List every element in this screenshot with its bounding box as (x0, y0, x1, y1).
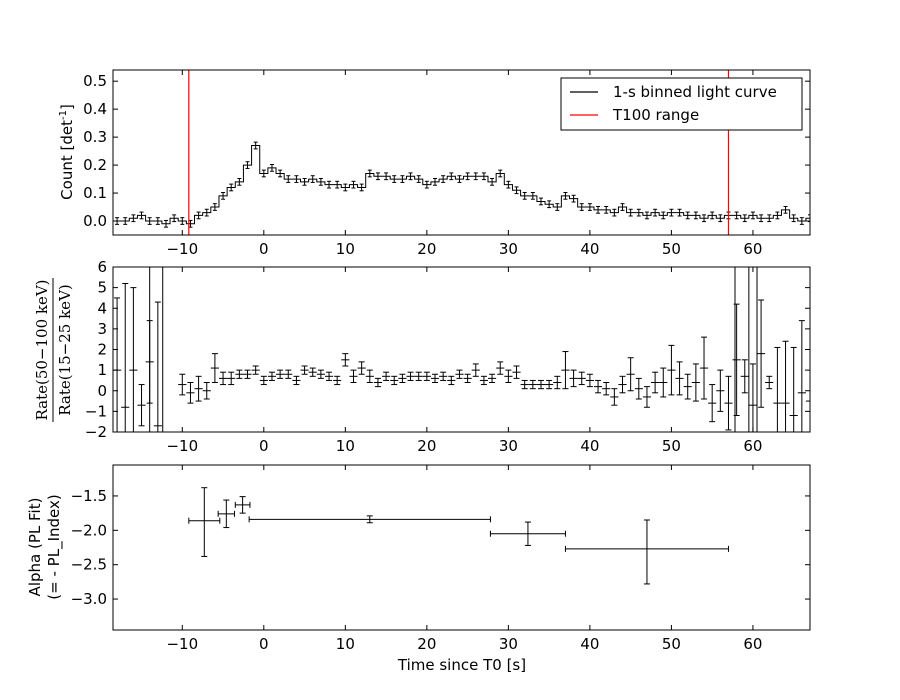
y-tick-label: 0.3 (83, 128, 107, 146)
hardness-ratio-plot-area (113, 267, 810, 432)
x-tick-label: 30 (499, 437, 518, 455)
spectral-index-panel: −10 0 10 20 30 40 50 60 −1.5 −2.0 −2.5 −3.0 (71, 464, 811, 653)
y-tick-label: 2 (97, 341, 107, 359)
x-tick-label: 40 (580, 437, 599, 455)
y-tick-label: 0.2 (83, 156, 107, 174)
light-curve-plot-area (113, 70, 810, 235)
y-tick-label: 1 (97, 361, 107, 379)
y-tick-label: 0 (97, 382, 107, 400)
x-tick-label: 60 (743, 437, 762, 455)
y-tick-label: −1.5 (71, 487, 107, 505)
x-tick-label: −10 (166, 635, 198, 653)
x-tick-label: 0 (259, 437, 269, 455)
legend-box (560, 77, 803, 131)
y-tick-label: −2.0 (71, 521, 107, 539)
legend-entry-t100: T100 range (612, 106, 699, 124)
x-tick-label: −10 (166, 240, 198, 258)
x-tick-label: 20 (417, 635, 436, 653)
x-tick-label: 10 (336, 437, 355, 455)
legend: 1-s binned light curve T100 range (560, 77, 803, 131)
x-tick-label: 60 (743, 240, 762, 258)
spectral-index-y-axis-label-line1: Alpha (PL Fit) (26, 498, 44, 597)
plot-frame (112, 464, 811, 631)
x-tick-label: 50 (662, 635, 681, 653)
hardness-ratio-y-axis-label: Rate(50−100 keV) Rate(15−25 keV) (33, 278, 74, 422)
light-curve-line (113, 145, 810, 225)
y-tick-label: 0.0 (83, 212, 107, 230)
y-tick-label: 0.5 (83, 72, 107, 90)
x-tick-label: 0 (259, 240, 269, 258)
legend-entry-light-curve: 1-s binned light curve (613, 83, 777, 101)
x-tick-label: 60 (743, 635, 762, 653)
y-tick-label: −1 (85, 402, 107, 420)
y-tick-label: 4 (97, 299, 107, 317)
hardness-ratio-numerator: Rate(50−100 keV) (33, 279, 51, 420)
x-axis-label: Time since T0 [s] (397, 656, 526, 674)
spectral-index-plot-area (188, 487, 729, 585)
y-tick-label: −3.0 (71, 590, 107, 608)
x-tick-label: 50 (662, 437, 681, 455)
y-tick-label: 6 (97, 258, 107, 276)
light-curve-y-axis-label: Count [det-1] (58, 104, 76, 200)
spectral-index-y-axis-label-line2: (= - PL_Index) (45, 494, 64, 599)
x-tick-label: −10 (166, 437, 198, 455)
x-tick-label: 0 (259, 635, 269, 653)
x-tick-label: 20 (417, 437, 436, 455)
plot-frame (112, 69, 811, 236)
y-tick-label: −2 (85, 423, 107, 441)
y-tick-label: 0.1 (83, 184, 107, 202)
x-tick-label: 20 (417, 240, 436, 258)
light-curve-panel: −10 0 10 20 30 40 50 60 0.0 0.1 0.2 0.3 0.4 0.5 (83, 69, 811, 258)
x-tick-label: 50 (662, 240, 681, 258)
x-tick-label: 30 (499, 635, 518, 653)
hardness-ratio-denominator: Rate(15−25 keV) (56, 284, 74, 416)
y-tick-label: 0.4 (83, 100, 107, 118)
x-tick-label: 40 (580, 240, 599, 258)
y-tick-label: 5 (97, 279, 107, 297)
x-tick-label: 10 (336, 635, 355, 653)
y-tick-label: −2.5 (71, 556, 107, 574)
x-tick-label: 30 (499, 240, 518, 258)
y-tick-label: 3 (97, 320, 107, 338)
x-tick-label: 40 (580, 635, 599, 653)
plot-frame (112, 266, 811, 433)
x-tick-label: 10 (336, 240, 355, 258)
